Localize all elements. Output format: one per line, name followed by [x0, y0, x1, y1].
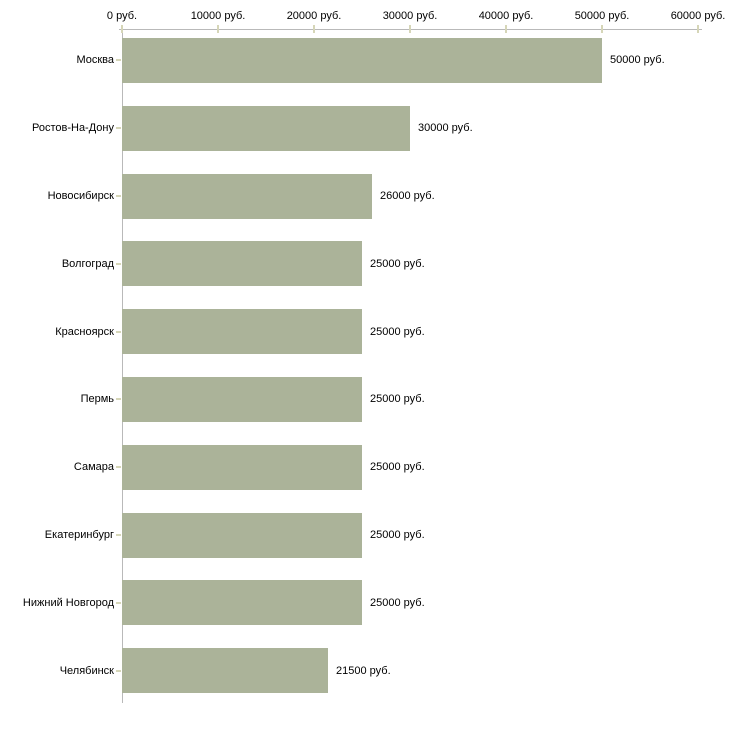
- category-label: Нижний Новгород: [22, 596, 114, 609]
- value-label: 30000 руб.: [418, 122, 473, 135]
- y-axis-tick-mark: [116, 330, 121, 333]
- y-axis-tick-mark: [116, 127, 121, 130]
- category-label: Новосибирск: [47, 190, 114, 202]
- x-axis-tick-label: 40000 руб.: [478, 10, 534, 22]
- value-label: 25000 руб.: [370, 393, 425, 406]
- bar: [122, 37, 602, 83]
- value-label: 25000 руб.: [370, 461, 425, 474]
- y-axis-tick-mark: [116, 601, 121, 604]
- x-axis-tick-label: 20000 руб.: [286, 10, 342, 22]
- bar: [122, 444, 362, 490]
- x-axis-tick-label: 10000 руб.: [190, 10, 246, 22]
- value-label: 21500 руб.: [336, 664, 391, 677]
- category-label: Челябинск: [59, 664, 114, 677]
- x-axis-tick-label: 50000 руб.: [574, 10, 630, 22]
- category-label: Пермь: [80, 393, 114, 406]
- x-axis-tick-mark: [121, 25, 123, 33]
- value-label: 25000 руб.: [370, 257, 425, 270]
- x-axis-tick-label: 0 руб.: [106, 10, 138, 22]
- bar: [122, 376, 362, 422]
- category-label: Ростов-На-Дону: [31, 122, 114, 135]
- bar: [122, 173, 372, 219]
- y-axis-tick-mark: [116, 262, 121, 265]
- value-label: 50000 руб.: [610, 54, 665, 67]
- x-axis-tick-mark: [409, 25, 411, 33]
- y-axis-tick-mark: [116, 195, 121, 197]
- category-label: Красноярск: [55, 325, 114, 338]
- x-axis-tick-mark: [505, 25, 507, 33]
- x-axis-tick-label: 60000 руб.: [670, 10, 726, 22]
- bar: [122, 309, 362, 355]
- x-axis-tick-label: 30000 руб.: [382, 10, 438, 22]
- category-label: Самара: [73, 461, 114, 474]
- x-axis-tick-mark: [313, 25, 315, 33]
- bar: [122, 648, 328, 694]
- y-axis-tick-mark: [116, 59, 121, 62]
- value-label: 25000 руб.: [370, 529, 425, 541]
- y-axis-tick-mark: [116, 398, 121, 401]
- value-label: 26000 руб.: [380, 190, 435, 202]
- value-label: 25000 руб.: [370, 325, 425, 338]
- x-axis-tick-mark: [217, 25, 219, 33]
- value-label: 25000 руб.: [370, 596, 425, 609]
- x-axis-tick-mark: [601, 25, 603, 33]
- y-axis-tick-mark: [116, 466, 121, 469]
- bar: [122, 512, 362, 558]
- bar: [122, 105, 410, 151]
- category-label: Екатеринбург: [44, 529, 114, 541]
- y-axis-line: [122, 29, 123, 703]
- bar: [122, 580, 362, 626]
- category-label: Волгоград: [61, 257, 114, 270]
- category-label: Москва: [76, 54, 114, 67]
- y-axis-tick-mark: [116, 534, 121, 536]
- bar: [122, 241, 362, 287]
- y-axis-tick-mark: [116, 669, 121, 672]
- x-axis-tick-mark: [697, 25, 699, 33]
